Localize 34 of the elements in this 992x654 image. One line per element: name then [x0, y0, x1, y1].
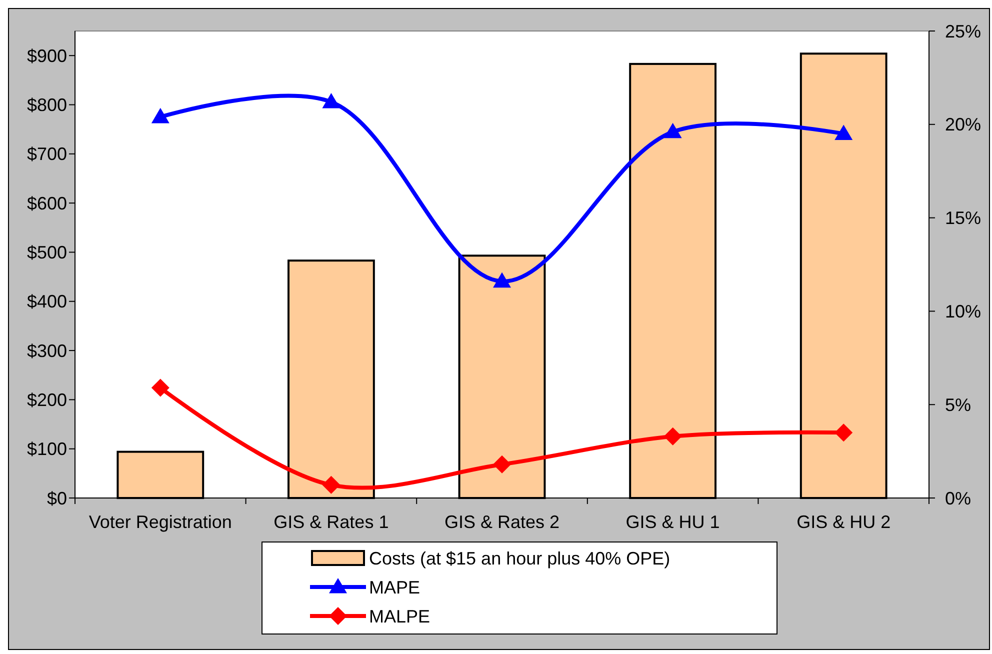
y-tick-label: $500: [26, 242, 67, 263]
y-tick-label: $800: [26, 95, 67, 116]
x-tick-label: GIS & HU 2: [796, 512, 891, 532]
x-tick-label: Voter Registration: [88, 512, 232, 532]
legend-label: Costs (at $15 an hour plus 40% OPE): [369, 548, 670, 568]
y-tick-label: $100: [26, 439, 67, 460]
y-tick-label: $600: [26, 193, 67, 214]
point: [151, 108, 170, 124]
y-tick-label: $300: [26, 340, 67, 361]
y-tick-label: $900: [26, 46, 67, 66]
point: [664, 427, 682, 446]
point: [493, 455, 511, 474]
y2-tick-label: 10%: [945, 302, 982, 322]
y2-tick-label: 15%: [945, 208, 982, 228]
y-tick-label: $400: [26, 292, 67, 312]
point: [493, 272, 511, 288]
y-tick-label: $700: [26, 144, 67, 164]
y2-tick-label: 0%: [945, 488, 972, 508]
point: [322, 92, 340, 108]
y-tick-label: $200: [26, 390, 67, 410]
legend-label: MALPE: [369, 606, 430, 626]
y2-tick-label: 25%: [945, 21, 982, 42]
x-tick-label: GIS & Rates 1: [274, 512, 389, 532]
legend-label: MAPE: [369, 577, 420, 598]
x-tick-label: GIS & HU 1: [626, 512, 720, 532]
point: [664, 122, 682, 138]
point: [834, 124, 853, 140]
x-tick-label: GIS & Rates 2: [444, 512, 560, 532]
point: [834, 424, 853, 442]
point: [322, 476, 340, 494]
y-tick-label: $0: [46, 488, 67, 508]
point: [151, 378, 170, 397]
y2-tick-label: 20%: [945, 114, 982, 135]
y2-tick-label: 5%: [945, 394, 972, 415]
